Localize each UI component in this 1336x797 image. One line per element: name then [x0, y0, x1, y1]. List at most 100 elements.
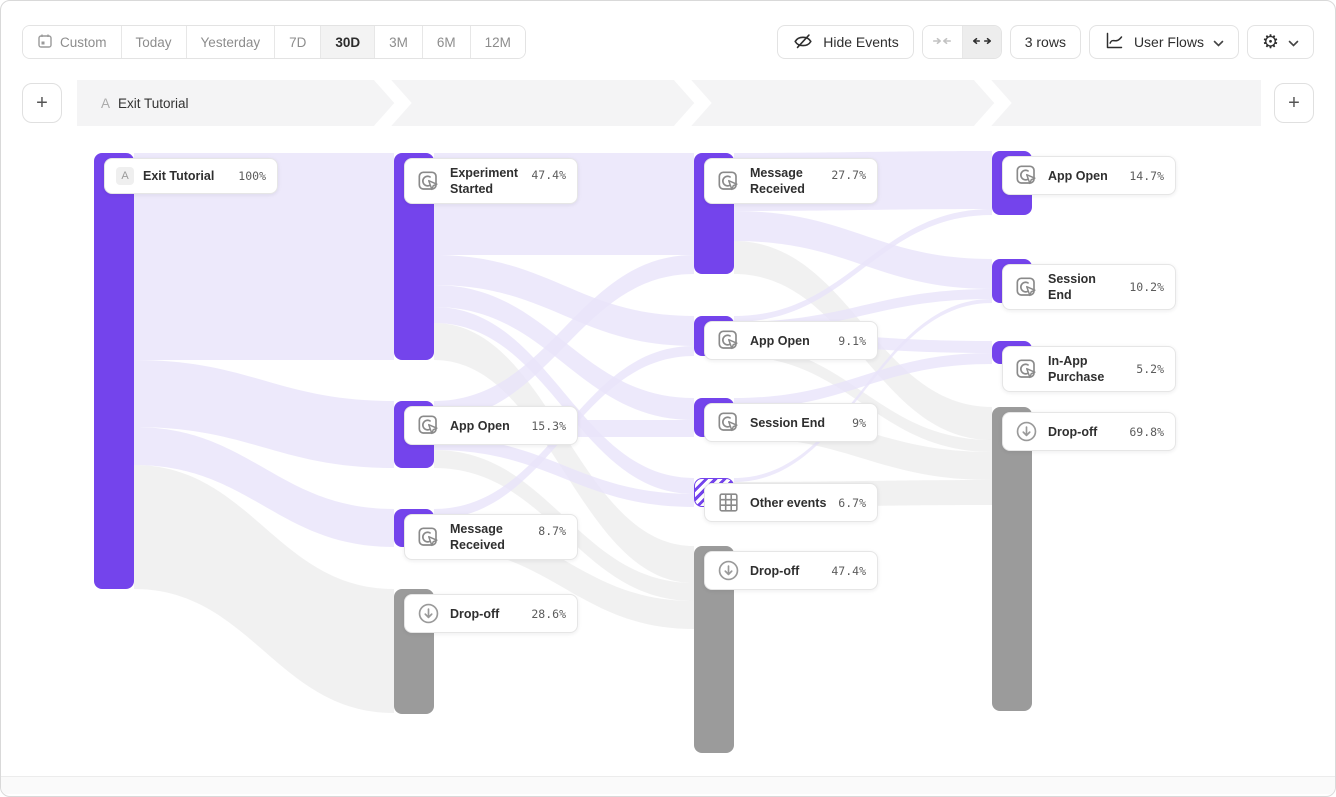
node-percentage: 6.7%	[838, 495, 866, 510]
node-card-app-open[interactable]: App Open 14.7%	[1002, 156, 1176, 195]
event-icon	[1014, 163, 1039, 188]
date-range-today[interactable]: Today	[121, 26, 187, 58]
node-percentage: 8.7%	[538, 524, 566, 538]
sankey-link-MR3-SE4	[734, 211, 992, 289]
node-label: App Open	[450, 418, 510, 433]
event-icon	[716, 328, 741, 353]
sankey-link-AO2-OE3	[434, 437, 694, 507]
node-card-app-open[interactable]: App Open 9.1%	[704, 321, 878, 360]
sankey-link-AO2-MR3	[434, 255, 694, 420]
step-separator-chevron	[374, 80, 412, 126]
node-label: Drop-off	[450, 606, 500, 621]
node-label: In-App Purchase	[1048, 354, 1105, 384]
collapse-columns-icon	[931, 30, 953, 55]
event-icon	[716, 410, 741, 435]
node-percentage: 100%	[238, 169, 266, 183]
sankey-link-ES-OE3	[434, 307, 694, 494]
date-range-6m[interactable]: 6M	[422, 26, 471, 58]
date-range-label: 7D	[289, 34, 307, 50]
flow-header: + A Exit Tutorial +	[1, 80, 1335, 126]
rows-button[interactable]: 3 rows	[1009, 25, 1081, 59]
event-icon	[1014, 275, 1039, 300]
hide-events-button[interactable]: Hide Events	[777, 25, 914, 59]
node-percentage: 10.2%	[1129, 280, 1164, 294]
sankey-link-AO3-AO4	[734, 209, 992, 322]
drop-off-icon	[716, 558, 741, 583]
node-card-drop-off[interactable]: Drop-off 69.8%	[1002, 412, 1176, 451]
date-range-7d[interactable]: 7D	[275, 26, 322, 58]
rows-label: 3 rows	[1024, 34, 1066, 50]
drop-off-icon	[1014, 419, 1039, 444]
event-icon	[716, 169, 741, 194]
add-step-right-button[interactable]: +	[1274, 83, 1314, 123]
drop-off-icon	[416, 601, 441, 626]
node-label: Other events	[750, 495, 827, 510]
node-percentage: 15.3%	[531, 418, 566, 433]
view-selector-label: User Flows	[1133, 34, 1204, 50]
view-selector-button[interactable]: User Flows	[1088, 25, 1239, 59]
settings-button[interactable]: ⚙	[1246, 25, 1314, 59]
event-icon	[1014, 357, 1039, 382]
node-label: Session End	[1048, 272, 1096, 302]
node-label: Message Received	[750, 166, 805, 196]
date-range-12m[interactable]: 12M	[470, 26, 525, 58]
node-percentage: 47.4%	[831, 563, 866, 578]
sankey-link-SE3-IAP4	[734, 353, 992, 409]
expand-columns-icon	[971, 30, 993, 55]
step-separator-chevron	[674, 80, 712, 126]
date-range-label: 30D	[335, 34, 361, 50]
node-label: Drop-off	[1048, 424, 1098, 439]
node-label: App Open	[750, 333, 810, 348]
chevron-down-icon	[1288, 34, 1299, 50]
other-events-icon	[716, 490, 741, 515]
date-range-group: Custom Today Yesterday 7D 30D 3M 6M 12M	[22, 25, 526, 59]
node-percentage: 14.7%	[1129, 168, 1164, 183]
node-card-session-end[interactable]: Session End 9%	[704, 403, 878, 442]
node-card-exit-tutorial[interactable]: A Exit Tutorial 100%	[104, 158, 278, 194]
date-range-label: 12M	[484, 34, 511, 50]
eye-off-icon	[792, 30, 814, 55]
calendar-icon	[37, 33, 53, 52]
toolbar: Custom Today Yesterday 7D 30D 3M 6M 12M …	[22, 25, 1314, 59]
chart-icon	[1104, 30, 1125, 54]
node-card-app-open[interactable]: App Open 15.3%	[404, 406, 578, 445]
flow-title: Exit Tutorial	[118, 95, 189, 111]
sankey-link-ES-SE3	[434, 285, 694, 420]
node-card-other-events[interactable]: Other events 6.7%	[704, 483, 878, 522]
bottom-strip	[1, 776, 1335, 794]
add-step-left-button[interactable]: +	[22, 83, 62, 123]
sankey-link-OE3-SE4	[734, 299, 992, 482]
event-icon	[416, 413, 441, 438]
expand-columns-button[interactable]	[961, 26, 1001, 58]
date-range-3m[interactable]: 3M	[375, 26, 423, 58]
date-range-label: 6M	[436, 34, 456, 50]
collapse-columns-button[interactable]	[922, 26, 962, 58]
flow-banner: A Exit Tutorial	[77, 80, 1261, 126]
sankey-bar-drop-off	[992, 407, 1032, 711]
gear-icon: ⚙	[1261, 31, 1279, 53]
event-icon	[416, 169, 441, 194]
event-icon	[416, 525, 441, 550]
sankey-link-ES-AO3	[434, 255, 694, 346]
date-range-label: Today	[135, 34, 172, 50]
node-card-message-received[interactable]: Message Received 8.7%	[404, 514, 578, 560]
date-range-custom[interactable]: Custom	[23, 26, 122, 58]
flow-prefix: A	[101, 95, 111, 111]
date-range-30d[interactable]: 30D	[321, 26, 376, 58]
node-card-message-received[interactable]: Message Received 27.7%	[704, 158, 878, 204]
sankey-link-ES-DO3	[434, 323, 694, 583]
column-width-toggle	[921, 25, 1002, 59]
node-card-in-app-purchase[interactable]: In-App Purchase 5.2%	[1002, 346, 1176, 392]
date-range-label: Yesterday	[200, 34, 261, 50]
node-percentage: 9.1%	[838, 333, 866, 348]
node-card-drop-off[interactable]: Drop-off 47.4%	[704, 551, 878, 590]
sankey-link-ET-DO2	[134, 465, 394, 713]
node-percentage: 47.4%	[531, 168, 566, 182]
date-range-yesterday[interactable]: Yesterday	[186, 26, 276, 58]
node-card-session-end[interactable]: Session End 10.2%	[1002, 264, 1176, 310]
node-card-experiment-started[interactable]: Experiment Started 47.4%	[404, 158, 578, 204]
node-card-drop-off[interactable]: Drop-off 28.6%	[404, 594, 578, 633]
node-percentage: 28.6%	[531, 606, 566, 621]
